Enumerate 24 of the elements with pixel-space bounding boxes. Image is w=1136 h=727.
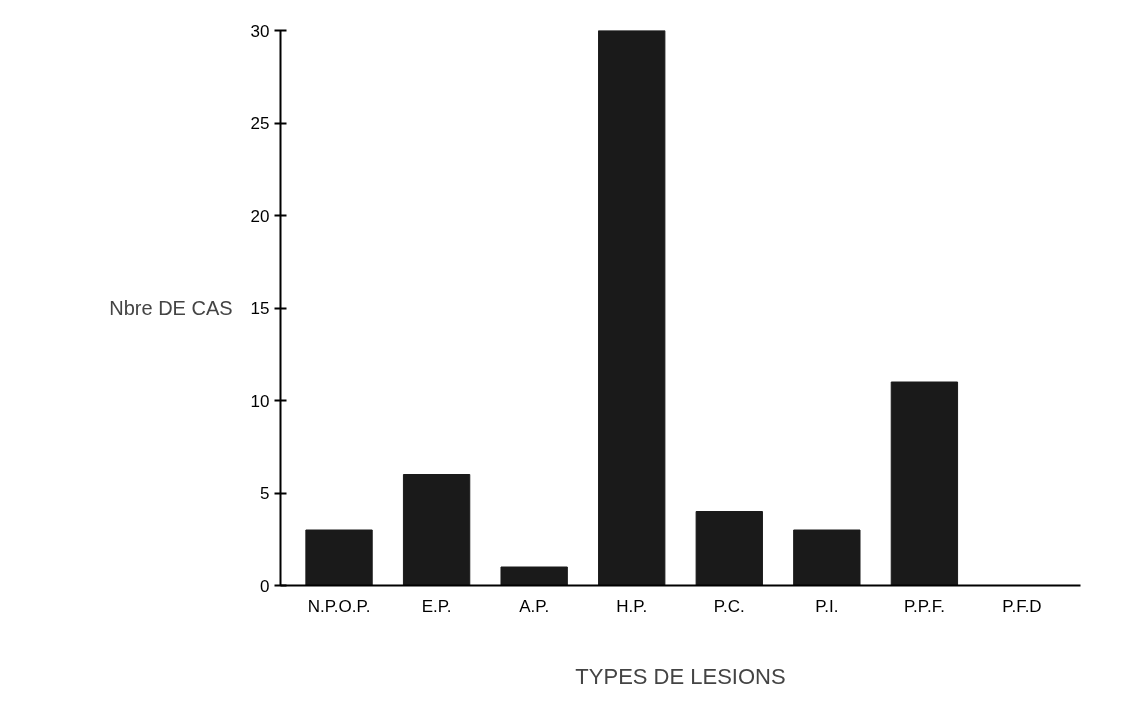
x-tick-label: P.P.F. — [903, 596, 945, 616]
bar — [793, 529, 861, 586]
bar — [598, 30, 666, 586]
y-tick-label: 20 — [250, 206, 270, 226]
y-tick-label: 30 — [250, 21, 270, 41]
bar — [890, 381, 959, 586]
bar — [500, 566, 568, 586]
x-tick-label: A.P. — [519, 596, 550, 616]
y-tick-label: 25 — [250, 114, 270, 133]
bar — [402, 474, 471, 586]
x-tick-label: N.P.O.P. — [307, 596, 371, 616]
y-tick-label: 0 — [260, 576, 270, 596]
x-tick-label: P.C. — [713, 596, 745, 616]
y-tick-label: 5 — [260, 484, 270, 503]
y-axis-title: Nbre DE CAS — [109, 297, 233, 319]
x-tick-label: H.P. — [616, 596, 648, 616]
x-tick-label: P.F.D — [1002, 596, 1042, 616]
x-axis-title: TYPES DE LESIONS — [575, 663, 786, 689]
x-tick-label: P.I. — [815, 596, 839, 616]
bar — [695, 511, 763, 586]
bar — [305, 529, 373, 586]
x-tick-label: E.P. — [421, 596, 452, 616]
y-tick-label: 10 — [250, 391, 270, 411]
y-tick-label: 15 — [250, 299, 270, 318]
